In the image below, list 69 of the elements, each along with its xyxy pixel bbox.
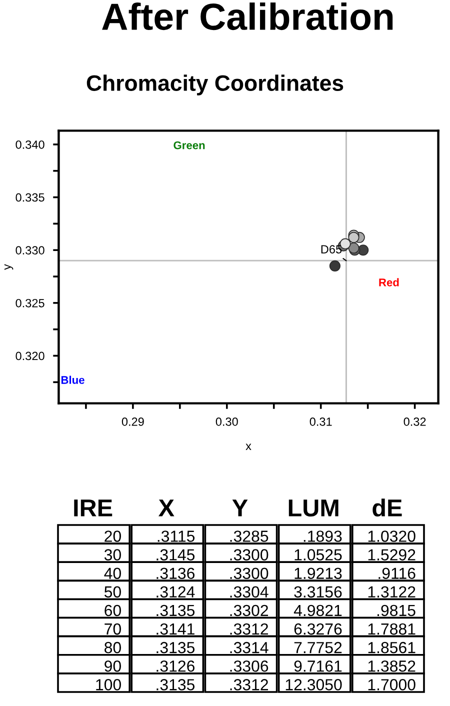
x-tick-label: 0.31 [310,418,332,426]
data-label: .3135 [156,642,195,654]
data-label: 6.3276 [294,623,342,635]
data-label: .3312 [230,679,268,690]
x-tick-label: Y [232,500,248,516]
annotation: Green [174,141,205,150]
annotation: Red [379,278,399,286]
data-label: 1.7881 [368,623,416,635]
data-label: 1.3852 [368,660,416,672]
data-label: 3.3156 [294,586,342,598]
data-label: .3285 [230,530,268,542]
data-label: 1.0525 [294,549,342,560]
data-label: .3141 [156,623,194,635]
y-tick-label: 0.325 [16,298,44,308]
y-tick-label: 60 [104,604,121,616]
data-label: .3306 [230,660,268,672]
x-tick-label: dE [372,498,402,517]
y-tick-label: 90 [104,660,121,672]
y-tick-label: 30 [104,549,121,560]
x-axis-title: x [246,444,252,450]
y-tick-label: 40 [104,568,121,580]
data-label: .3115 [158,530,195,542]
y-tick-label: 0.330 [16,246,44,254]
x-tick-label: 0.32 [404,418,426,426]
data-label: .3126 [156,660,194,672]
data-label: 1.5292 [368,549,416,560]
chart-title: After Calibration [102,2,393,30]
y-tick-label: 0.335 [16,193,44,202]
data-label: 1.3122 [368,586,416,598]
data-label: .3135 [156,679,195,690]
data-label: .3302 [230,604,268,616]
data-label: 7.7752 [294,642,342,654]
x-tick-label: LUM [288,500,338,517]
y-tick-label: 70 [104,623,121,635]
x-tick-label: 0.30 [216,418,238,426]
data-label: 12.3050 [286,679,342,690]
data-label: .3135 [156,604,195,616]
annotation: D65 [321,245,342,254]
data-label: .3300 [230,568,268,580]
y-tick-label: 100 [96,679,121,690]
x-tick-label: 0.29 [122,418,144,426]
data-label: .3124 [156,586,195,598]
data-label: .3304 [230,586,268,598]
data-label: .1893 [304,530,342,542]
data-label: .9116 [378,568,416,580]
y-tick-label: 0.320 [16,352,44,360]
chart-subtitle: Chromacity Coordinates [86,74,344,96]
point [329,260,340,272]
annotation: Blue [61,376,84,384]
data-label: .3145 [156,549,195,560]
y-axis-title: y [4,264,14,270]
x-tick-label: X [158,500,174,516]
data-label: 9.7161 [294,660,342,672]
data-label: .9815 [377,604,416,616]
data-label: .3300 [230,549,268,560]
data-label: 1.7000 [368,679,416,690]
point [348,242,360,254]
data-label: .3136 [156,568,194,580]
data-label: 1.9213 [294,568,342,580]
data-label: .3312 [230,623,268,635]
y-axis-title: IRE [74,500,112,516]
y-tick-label: 80 [104,642,121,654]
data-label: .3314 [230,642,268,654]
y-tick-label: 50 [104,586,121,598]
data-label: 4.9821 [294,604,342,616]
data-label: 1.8561 [368,642,416,654]
y-tick-label: 0.340 [16,140,44,149]
data-label: 1.0320 [368,530,416,542]
y-tick-label: 20 [104,530,121,542]
